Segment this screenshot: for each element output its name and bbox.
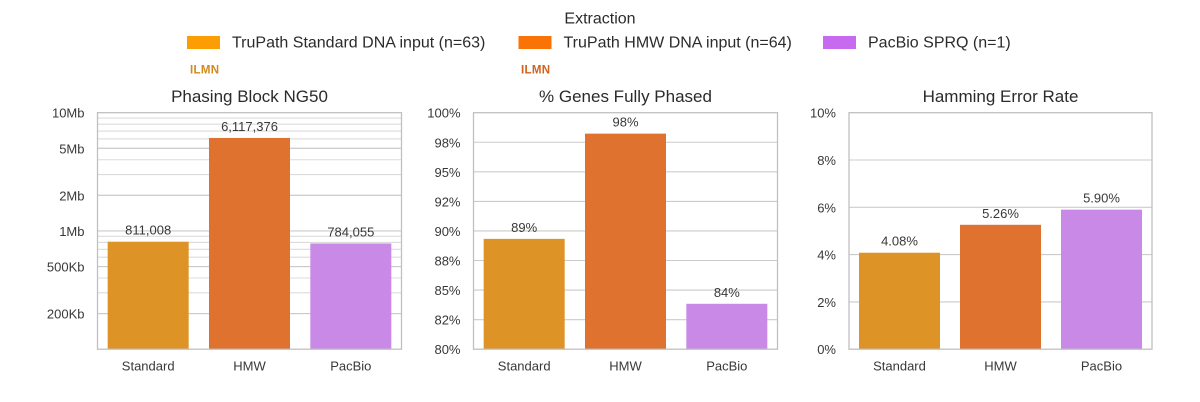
svg-text:500Kb: 500Kb: [47, 260, 85, 275]
svg-text:2Mb: 2Mb: [59, 188, 84, 203]
svg-text:100%: 100%: [427, 106, 461, 121]
svg-text:95%: 95%: [434, 165, 460, 180]
svg-text:5.26%: 5.26%: [982, 206, 1019, 221]
svg-text:82%: 82%: [434, 313, 460, 328]
svg-text:2%: 2%: [817, 295, 836, 310]
svg-text:89%: 89%: [511, 220, 537, 235]
svg-text:200Kb: 200Kb: [47, 307, 85, 322]
svg-text:PacBio SPRQ (n=1): PacBio SPRQ (n=1): [868, 35, 1011, 52]
svg-text:TruPath Standard DNA input (n=: TruPath Standard DNA input (n=63): [232, 35, 485, 52]
svg-text:85%: 85%: [434, 283, 460, 298]
svg-text:5.90%: 5.90%: [1083, 191, 1120, 206]
svg-text:ILMN: ILMN: [521, 65, 550, 77]
svg-text:0%: 0%: [817, 342, 836, 357]
svg-text:Standard: Standard: [498, 359, 551, 374]
svg-text:PacBio: PacBio: [706, 359, 747, 374]
svg-text:ILMN: ILMN: [190, 65, 219, 77]
svg-text:% Genes Fully Phased: % Genes Fully Phased: [539, 87, 712, 106]
svg-text:PacBio: PacBio: [330, 359, 371, 374]
svg-text:8%: 8%: [817, 153, 836, 168]
svg-text:10%: 10%: [810, 106, 836, 121]
svg-text:5Mb: 5Mb: [59, 141, 84, 156]
svg-text:1Mb: 1Mb: [59, 224, 84, 239]
svg-text:Standard: Standard: [873, 359, 926, 374]
svg-text:84%: 84%: [714, 285, 740, 300]
svg-text:Extraction: Extraction: [564, 11, 635, 28]
svg-text:811,008: 811,008: [125, 223, 171, 238]
svg-text:PacBio: PacBio: [1081, 359, 1122, 374]
svg-text:TruPath HMW DNA input (n=64): TruPath HMW DNA input (n=64): [564, 35, 792, 52]
svg-text:98%: 98%: [612, 115, 638, 130]
svg-text:4.08%: 4.08%: [881, 234, 918, 249]
svg-text:HMW: HMW: [984, 359, 1017, 374]
svg-text:80%: 80%: [434, 342, 460, 357]
svg-text:Phasing Block NG50: Phasing Block NG50: [171, 87, 328, 106]
svg-text:4%: 4%: [817, 248, 836, 263]
svg-text:92%: 92%: [434, 194, 460, 209]
svg-text:HMW: HMW: [609, 359, 642, 374]
svg-text:98%: 98%: [434, 135, 460, 150]
svg-text:Standard: Standard: [122, 359, 175, 374]
svg-text:784,055: 784,055: [327, 224, 374, 239]
svg-text:Hamming Error Rate: Hamming Error Rate: [923, 87, 1079, 106]
svg-text:90%: 90%: [434, 224, 460, 239]
svg-text:88%: 88%: [434, 254, 460, 269]
svg-text:10Mb: 10Mb: [52, 106, 85, 121]
svg-text:6%: 6%: [817, 200, 836, 215]
svg-text:6,117,376: 6,117,376: [221, 119, 278, 134]
svg-text:HMW: HMW: [233, 359, 266, 374]
